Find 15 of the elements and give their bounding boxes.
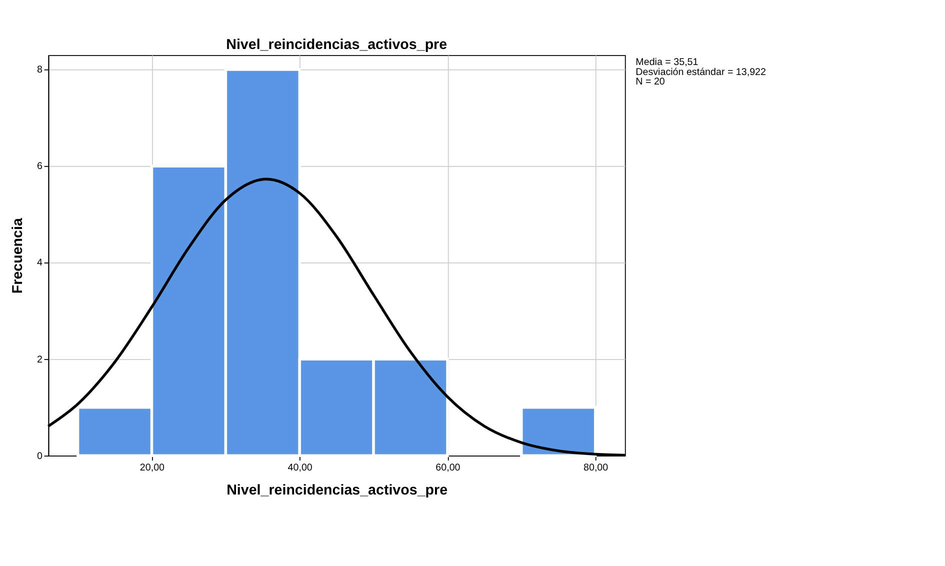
y-tick-label: 6 (37, 161, 43, 172)
text: N = 20 (636, 76, 666, 88)
x-axis-title: Nivel_reincidencias_activos_pre (226, 482, 448, 499)
x-tick-label: 20,00 (140, 462, 166, 474)
x-tick-label: 40,00 (288, 462, 313, 474)
y-tick-label: 0 (37, 450, 43, 462)
x-tick-label: 60,00 (436, 462, 461, 474)
chart-title: Nivel_reincidencias_activos_pre (226, 36, 448, 53)
y-tick-label: 2 (37, 354, 42, 366)
y-tick-label: 8 (37, 64, 43, 76)
x-tick-label: 80,00 (584, 462, 609, 474)
y-tick-label: 4 (37, 258, 43, 269)
text: Desviación estándar = 13,922 (636, 66, 766, 78)
y-axis-title: Frecuencia (10, 217, 26, 294)
text: Media = 35,51 (636, 56, 698, 68)
